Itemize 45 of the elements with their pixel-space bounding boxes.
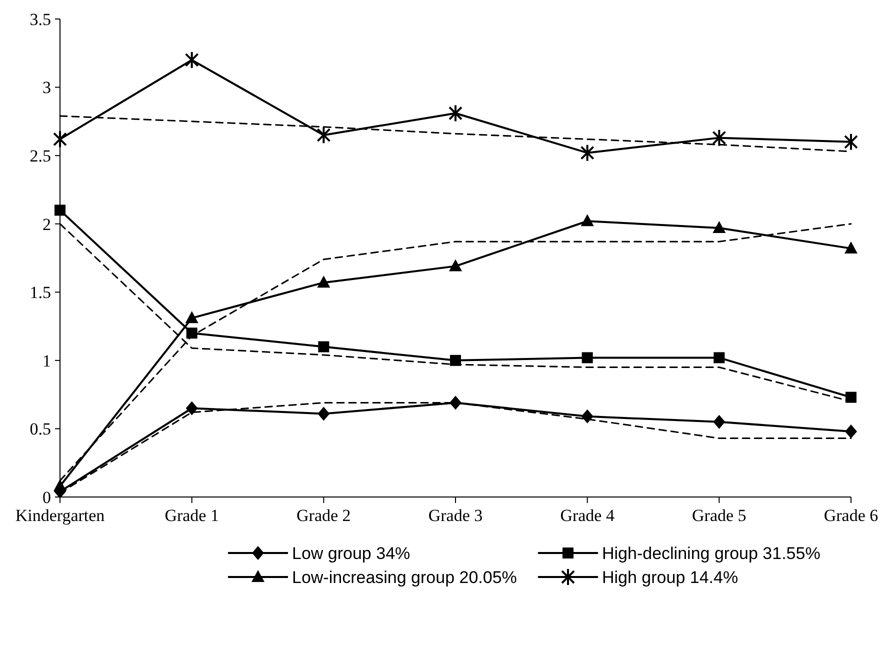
x-tick-label: Grade 6 — [824, 506, 878, 525]
x-tick-label: Grade 5 — [692, 506, 746, 525]
point — [185, 311, 198, 324]
point — [53, 130, 67, 148]
y-tick-label: 1.5 — [30, 283, 51, 302]
point — [448, 104, 462, 122]
point — [580, 144, 594, 162]
y-tick-label: 3 — [42, 78, 51, 98]
x-tick-label: Grade 3 — [428, 506, 483, 525]
point — [316, 126, 331, 144]
point — [449, 259, 462, 272]
x-tick-label: Kindergarten — [15, 506, 106, 525]
point — [845, 424, 857, 438]
y-tick-label: 1 — [42, 351, 51, 370]
point — [713, 414, 726, 429]
x-tick-label: Grade 4 — [560, 506, 615, 525]
point — [714, 352, 725, 364]
point — [580, 214, 594, 226]
x-tick-label: Grade 2 — [296, 506, 351, 525]
point — [186, 401, 198, 416]
point — [184, 50, 199, 69]
point — [581, 409, 594, 424]
x-tick-label: Grade 1 — [164, 506, 219, 525]
point — [318, 406, 330, 421]
y-tick-label: 3.5 — [30, 10, 51, 29]
point — [54, 479, 66, 492]
point — [844, 241, 858, 254]
y-tick-label: 0 — [42, 488, 51, 507]
y-tick-label: 2 — [42, 214, 51, 234]
point — [186, 328, 198, 339]
legend-label: High-declining group 31.55% — [602, 544, 820, 563]
legend-label: Low group 34% — [292, 544, 410, 563]
legend-label: High group 14.4% — [602, 568, 738, 587]
point — [317, 276, 330, 288]
point — [318, 341, 330, 352]
point — [844, 132, 858, 151]
point — [712, 220, 726, 233]
legend-label: Low-increasing group 20.05% — [292, 568, 517, 587]
point — [582, 352, 593, 364]
point — [712, 128, 726, 147]
point — [54, 204, 66, 216]
point — [846, 392, 856, 403]
point — [450, 354, 461, 366]
y-tick-label: 0.5 — [30, 420, 51, 439]
y-tick-label: 2.5 — [30, 146, 51, 166]
